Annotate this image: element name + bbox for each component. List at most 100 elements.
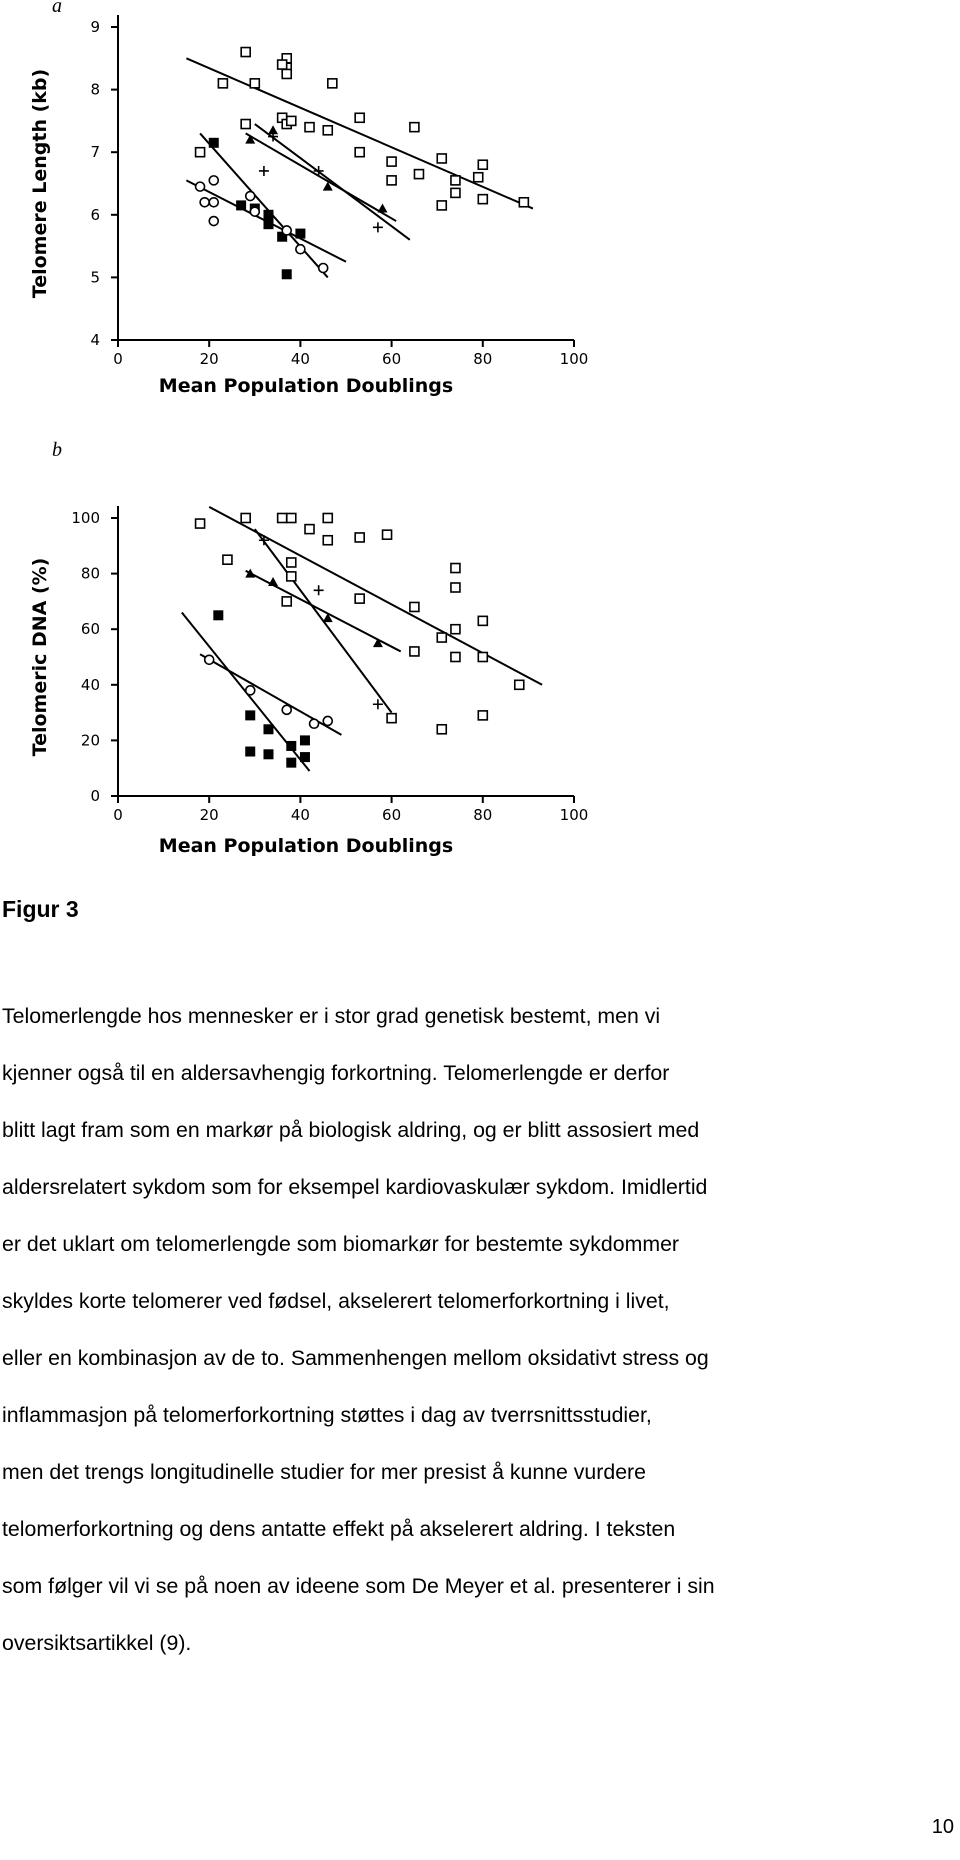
point	[222, 554, 233, 565]
point	[450, 651, 461, 663]
panel-label: b	[52, 439, 62, 461]
point	[208, 175, 220, 186]
point	[245, 710, 256, 721]
text-line: som følger vil vi se på noen av ideene s…	[2, 1574, 715, 1598]
point	[436, 200, 448, 211]
y-tick-label: 60	[81, 620, 100, 638]
point	[322, 124, 334, 136]
point	[472, 171, 484, 183]
y-axis-label: Telomeric DNA (%)	[29, 558, 51, 757]
y-tick-label: 0	[90, 787, 100, 805]
point	[377, 203, 388, 213]
point	[518, 196, 530, 208]
point	[268, 576, 279, 586]
point	[477, 710, 489, 721]
point	[477, 193, 489, 205]
x-axis-label: Mean Population Doublings	[159, 835, 453, 857]
point	[263, 724, 274, 735]
point	[450, 623, 461, 635]
point	[322, 181, 333, 191]
point	[285, 557, 297, 568]
point	[372, 699, 383, 710]
point	[236, 200, 247, 211]
figure-a: 4 5 6 7 8 9 0 20 40 60 80 100 Mean Population Doubli…	[29, 0, 588, 397]
y-tick-label: 8	[90, 81, 100, 99]
x-tick-label: 100	[560, 806, 589, 824]
point	[276, 512, 288, 524]
point	[477, 615, 489, 627]
point	[249, 206, 261, 217]
point	[208, 215, 220, 227]
x-tick-label: 40	[291, 806, 310, 824]
point	[409, 646, 420, 657]
caption: Figur 3	[2, 896, 79, 922]
point	[208, 196, 220, 208]
point	[245, 746, 256, 757]
x-tick-label: 0	[113, 350, 123, 368]
point	[199, 196, 210, 208]
point	[386, 156, 397, 167]
point	[213, 610, 224, 621]
point	[381, 529, 393, 540]
point	[217, 78, 229, 89]
point	[513, 679, 525, 691]
point	[263, 209, 274, 220]
point	[322, 613, 333, 623]
point	[244, 190, 256, 202]
point	[450, 582, 461, 593]
x-axis-label: Mean Population Doublings	[159, 375, 453, 397]
fit-line	[199, 132, 329, 279]
point	[327, 78, 338, 89]
text-line: men det trengs longitudinelle studier fo…	[2, 1460, 646, 1484]
point	[354, 112, 365, 124]
text-line: telomerforkortning og dens antatte effek…	[2, 1517, 676, 1541]
point	[281, 225, 293, 236]
y-tick-label: 4	[90, 331, 100, 349]
point	[308, 718, 320, 730]
point	[304, 121, 315, 133]
point	[409, 121, 420, 133]
point	[245, 568, 256, 578]
point	[240, 512, 251, 524]
point	[258, 165, 269, 176]
y-tick-label: 5	[90, 268, 100, 286]
point	[354, 532, 365, 543]
point	[313, 585, 324, 596]
point	[322, 715, 334, 727]
point	[313, 165, 324, 176]
point	[372, 638, 383, 648]
point	[268, 125, 279, 135]
point	[299, 752, 310, 763]
point	[240, 118, 251, 130]
point	[436, 632, 448, 643]
y-tick-label: 100	[71, 509, 100, 527]
text-line: aldersrelatert sykdom som for eksempel k…	[2, 1175, 708, 1199]
y-tick-label: 9	[90, 18, 100, 36]
text-line: blitt lagt fram som en markør på biologi…	[2, 1118, 700, 1142]
point	[281, 596, 293, 607]
x-tick-label: 0	[113, 806, 123, 824]
point	[295, 228, 306, 239]
point	[285, 115, 297, 127]
text-line: eller en kombinasjon av de to. Sammenhen…	[2, 1346, 709, 1370]
fit-line	[186, 57, 534, 210]
point	[281, 269, 292, 280]
x-tick-label: 60	[382, 350, 401, 368]
point	[194, 518, 206, 529]
y-tick-label: 7	[90, 143, 100, 161]
point	[281, 704, 293, 716]
point	[450, 175, 461, 186]
page-number: 10	[931, 1816, 954, 1838]
text-line: inflammasjon på telomerforkortning støtt…	[2, 1403, 652, 1427]
point	[386, 175, 397, 186]
panel-label: a	[52, 0, 62, 17]
text-line: Telomerlengde hos mennesker er i stor gr…	[2, 1004, 661, 1028]
x-tick-label: 80	[473, 806, 492, 824]
y-tick-label: 40	[81, 676, 100, 694]
point	[295, 243, 306, 255]
point	[477, 651, 489, 663]
point	[285, 512, 297, 524]
point	[386, 712, 397, 724]
point	[286, 757, 297, 768]
point	[263, 749, 274, 760]
